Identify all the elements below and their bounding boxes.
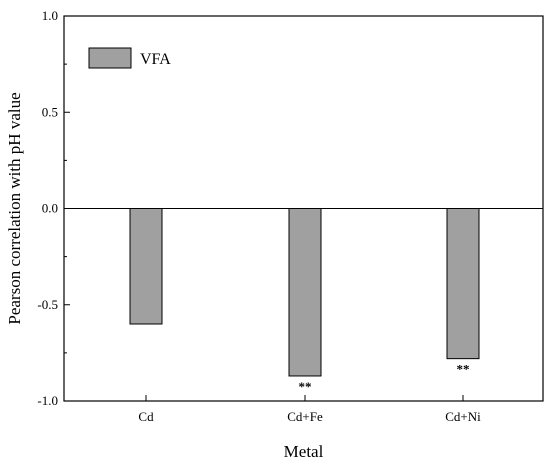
bar-cd [129, 208, 163, 325]
y-tick-label: -0.5 [37, 297, 58, 312]
y-tick-label: 0.0 [42, 201, 58, 216]
annotations-group: ** ** [299, 362, 470, 394]
bar-cd-fe [288, 208, 322, 377]
y-tick-label: 0.5 [42, 104, 58, 119]
legend-label-vfa: VFA [140, 51, 171, 68]
y-axis-ticks: -1.0 -0.5 0.0 0.5 1.0 [37, 8, 70, 408]
significance-annotation: ** [299, 379, 312, 394]
x-tick-label: Cd+Ni [445, 409, 481, 424]
legend: VFA [88, 47, 171, 69]
y-tick-label: -1.0 [37, 393, 58, 408]
x-tick-label: Cd+Fe [287, 409, 323, 424]
x-tick-label: Cd [138, 409, 154, 424]
significance-annotation: ** [457, 362, 470, 377]
y-tick-label: 1.0 [42, 8, 58, 23]
x-axis-title: Metal [284, 442, 324, 461]
legend-swatch-vfa [88, 47, 132, 69]
bars-group [129, 208, 480, 377]
x-axis-ticks: Cd Cd+Fe Cd+Ni [138, 395, 481, 424]
y-axis-title: Pearson correlation with pH value [5, 92, 24, 324]
bar-cd-ni [446, 208, 480, 360]
